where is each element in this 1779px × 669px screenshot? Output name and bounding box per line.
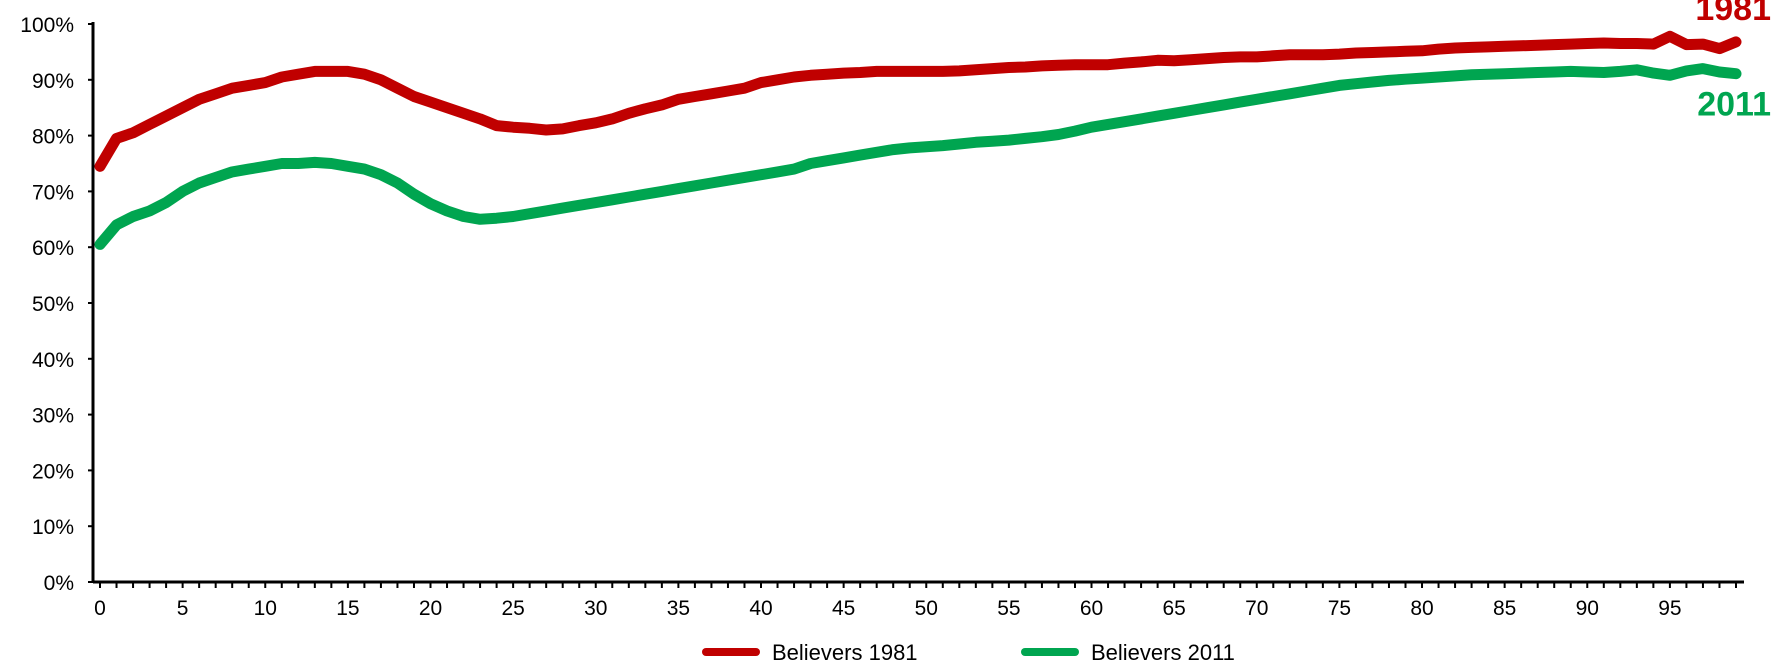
x-tick-label: 10 bbox=[254, 597, 277, 620]
x-tick-label: 60 bbox=[1080, 597, 1103, 620]
end-labels: 1981 2011 bbox=[1695, 0, 1771, 124]
legend-label-0: Believers 1981 bbox=[772, 640, 918, 665]
x-tick-label: 45 bbox=[832, 597, 855, 620]
y-tick-label: 30% bbox=[32, 405, 74, 428]
y-tick-label: 50% bbox=[32, 293, 74, 316]
x-tick-label: 90 bbox=[1576, 597, 1599, 620]
x-tick-label: 20 bbox=[419, 597, 442, 620]
y-axis: 0% 10% 20% 30% 40% 50% 60% 70% 80% 90% 100% bbox=[20, 14, 95, 595]
x-tick-label: 0 bbox=[94, 597, 106, 620]
x-tick-label: 25 bbox=[501, 597, 524, 620]
series-line-1 bbox=[94, 63, 1742, 250]
y-tick-label: 70% bbox=[32, 181, 74, 204]
x-tick-label: 15 bbox=[336, 597, 359, 620]
x-tick-label: 40 bbox=[749, 597, 772, 620]
x-tick-label: 85 bbox=[1493, 597, 1516, 620]
y-tick-label: 80% bbox=[32, 126, 74, 149]
y-tick-label: 90% bbox=[32, 70, 74, 93]
end-label-2011: 2011 bbox=[1697, 86, 1771, 124]
x-tick-label: 70 bbox=[1245, 597, 1268, 620]
y-tick-label: 40% bbox=[32, 349, 74, 372]
y-tick-label: 60% bbox=[32, 237, 74, 260]
x-tick-label: 75 bbox=[1328, 597, 1351, 620]
x-tick-label: 95 bbox=[1658, 597, 1681, 620]
x-tick-label: 55 bbox=[997, 597, 1020, 620]
x-axis: 0 5 10 15 20 25 30 35 40 45 50 55 60 65 70 75 80 85 90 95 bbox=[93, 580, 1744, 620]
y-tick-label: 0% bbox=[44, 572, 74, 595]
x-tick-label: 5 bbox=[177, 597, 189, 620]
y-tick-label: 20% bbox=[32, 460, 74, 483]
x-tick-label: 50 bbox=[915, 597, 938, 620]
series-lines bbox=[94, 30, 1742, 250]
x-tick-label: 65 bbox=[1162, 597, 1185, 620]
x-tick-label: 80 bbox=[1410, 597, 1433, 620]
x-tick-label: 30 bbox=[584, 597, 607, 620]
y-tick-label: 10% bbox=[32, 516, 74, 539]
series-line-0 bbox=[94, 30, 1742, 172]
y-tick-label: 100% bbox=[20, 14, 74, 37]
x-tick-label: 35 bbox=[667, 597, 690, 620]
legend: Believers 1981 Believers 2011 bbox=[702, 640, 1235, 665]
legend-label-1: Believers 2011 bbox=[1091, 640, 1235, 665]
end-label-1981: 1981 bbox=[1695, 0, 1771, 28]
